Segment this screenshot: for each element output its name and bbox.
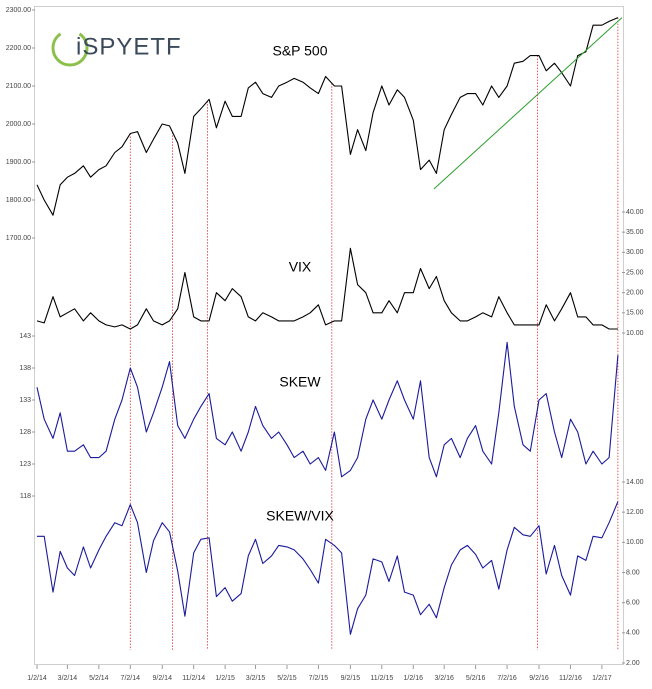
y-tick-label: 2200.00 <box>6 45 31 52</box>
x-tick-label: 3/2/15 <box>246 675 266 682</box>
y-tick-label: 14.00 <box>626 479 644 486</box>
y-tick-label: 2100.00 <box>6 83 31 90</box>
x-tick-label: 11/2/14 <box>182 675 205 682</box>
y-tick-label: 15.00 <box>626 310 644 317</box>
x-tick-label: 1/2/16 <box>404 675 424 682</box>
x-tick-label: 9/2/16 <box>529 675 549 682</box>
y-tick-label: 12.00 <box>626 509 644 516</box>
y-tick-label: 25.00 <box>626 269 644 276</box>
y-tick-label: 138 <box>19 365 31 372</box>
y-tick-label: 2300.00 <box>6 7 31 14</box>
logo: iSPYETF <box>51 29 182 67</box>
series-line <box>36 341 619 478</box>
logo-text: iSPYETF <box>76 33 182 60</box>
series-line <box>36 17 619 216</box>
y-tick-label: 1700.00 <box>6 235 31 242</box>
y-tick-label: 133 <box>19 397 31 404</box>
x-tick-label: 11/2/15 <box>370 675 393 682</box>
x-tick-label: 9/2/15 <box>341 675 361 682</box>
plot-frame <box>34 6 624 665</box>
x-tick-label: 3/2/16 <box>434 675 454 682</box>
y-tick-label: 8.00 <box>626 569 640 576</box>
y-tick-label: 35.00 <box>626 229 644 236</box>
y-tick-label: 128 <box>19 429 31 436</box>
x-tick-label: 9/2/14 <box>153 675 173 682</box>
y-tick-label: 4.00 <box>626 630 640 637</box>
panel-title: SKEW/VIX <box>266 508 334 524</box>
x-tick-label: 7/2/14 <box>121 675 141 682</box>
y-tick-label: 10.00 <box>626 330 644 337</box>
y-tick-label: 2.00 <box>626 660 640 667</box>
x-tick-label: 7/2/15 <box>309 675 329 682</box>
panel-title: VIX <box>289 259 312 275</box>
x-tick-label: 7/2/16 <box>497 675 517 682</box>
y-tick-label: 20.00 <box>626 290 644 297</box>
y-tick-label: 1800.00 <box>6 197 31 204</box>
y-tick-label: 40.00 <box>626 209 644 216</box>
y-tick-label: 30.00 <box>626 249 644 256</box>
y-tick-label: 6.00 <box>626 600 640 607</box>
y-tick-label: 123 <box>19 461 31 468</box>
y-tick-label: 10.00 <box>626 539 644 546</box>
x-tick-label: 11/2/16 <box>559 675 582 682</box>
panel-title: SKEW <box>279 374 321 390</box>
y-tick-label: 1900.00 <box>6 159 31 166</box>
y-tick-label: 2000.00 <box>6 121 31 128</box>
logo-ring <box>51 29 89 67</box>
panel-title: S&P 500 <box>272 43 327 59</box>
x-tick-label: 5/2/14 <box>89 675 109 682</box>
trendline <box>433 17 623 190</box>
series-line <box>36 247 618 330</box>
x-tick-label: 3/2/14 <box>58 675 78 682</box>
x-tick-label: 5/2/15 <box>277 675 297 682</box>
x-tick-label: 1/2/15 <box>215 675 235 682</box>
y-tick-label: 118 <box>20 493 31 500</box>
x-tick-label: 1/2/14 <box>27 675 47 682</box>
x-tick-label: 5/2/16 <box>466 675 486 682</box>
series-line <box>37 501 619 635</box>
y-tick-label: 143 <box>19 333 31 340</box>
x-tick-label: 1/2/17 <box>592 675 612 682</box>
